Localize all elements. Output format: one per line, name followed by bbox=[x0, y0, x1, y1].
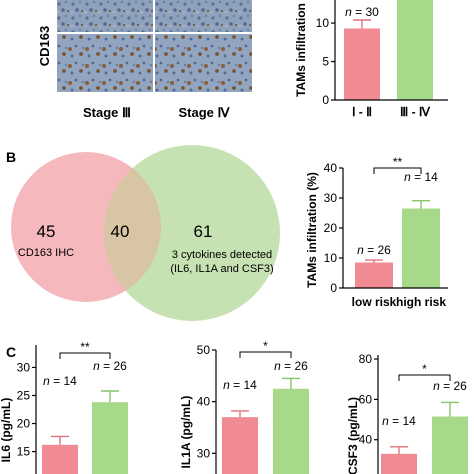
ihc-row-label: CD163 bbox=[37, 26, 52, 66]
significance-label-csf3: * bbox=[422, 362, 427, 376]
y-tick-label-tam-stage-5: 5 bbox=[322, 55, 329, 69]
chart-il6: 15 20 25 30 IL6 (pg/mL) n = 14 n = 26** bbox=[0, 340, 128, 474]
y-tick-label-tam-risk-30: 30 bbox=[324, 191, 338, 205]
y-tick-label-tam-risk-40: 40 bbox=[324, 161, 338, 175]
y-tick-label-il6-20: 20 bbox=[17, 417, 31, 431]
chart-tam-by-stage: 0 5 10 TAMs infiltration Ⅰ - Ⅱ Ⅲ - Ⅳ n = 30 bbox=[294, 0, 448, 119]
venn-overlap-count: 40 bbox=[111, 222, 130, 241]
y-tick-label-tam-stage-10: 10 bbox=[316, 16, 330, 30]
ihc-col-label-stage3: Stage Ⅲ bbox=[83, 105, 131, 120]
ihc-images bbox=[57, 0, 252, 92]
y-axis-label-tam-stage: TAMs infiltration bbox=[294, 3, 308, 97]
y-tick-label-tam-risk-10: 10 bbox=[324, 251, 338, 265]
venn-diagram: 45 CD163 IHC 40 61 3 cytokines detected … bbox=[11, 145, 280, 321]
venn-left-label: CD163 IHC bbox=[18, 247, 74, 259]
chart-il1a: 30 40 50 IL1A (pg/mL) n = 14 n = 26 * bbox=[179, 339, 309, 474]
n-label-tam-stage-0: n = 30 bbox=[345, 5, 379, 19]
ihc-image-stage4 bbox=[155, 34, 252, 92]
y-tick-label-tam-stage-0: 0 bbox=[322, 93, 329, 107]
n-label-il1a-1: n = 26 bbox=[274, 359, 308, 373]
y-tick-label-il1a-40: 40 bbox=[197, 395, 211, 409]
y-tick-label-csf3-60: 60 bbox=[359, 392, 373, 406]
bar-il6-1 bbox=[92, 402, 128, 474]
n-label-csf3-0: n = 14 bbox=[382, 414, 416, 428]
bar-tam-risk-1 bbox=[402, 208, 440, 288]
n-label-il6-1: n = 26 bbox=[93, 359, 127, 373]
n-label-il6-0: n = 14 bbox=[43, 374, 77, 388]
significance-label-il6: ** bbox=[80, 340, 90, 354]
bar-tam-risk-0 bbox=[355, 262, 393, 288]
significance-label-tam-risk: ** bbox=[393, 155, 403, 169]
venn-right-count: 61 bbox=[194, 222, 213, 241]
ihc-col-label-stage4: Stage Ⅳ bbox=[178, 105, 230, 120]
ihc-image-stage3-top bbox=[57, 0, 153, 32]
y-tick-label-csf3-80: 80 bbox=[359, 352, 373, 366]
significance-label-il1a: * bbox=[263, 339, 268, 353]
bar-il1a-1 bbox=[273, 388, 309, 474]
y-tick-label-il6-30: 30 bbox=[17, 360, 31, 374]
chart-tam-by-risk: 0 10 20 30 40 TAMs infiltration (%) low risk hi… bbox=[305, 155, 448, 309]
bar-csf3-1 bbox=[432, 416, 468, 474]
n-label-tam-risk-1: n = 14 bbox=[404, 170, 438, 184]
panel-label-b: B bbox=[6, 149, 16, 165]
bar-il6-0 bbox=[42, 444, 78, 474]
category-label-tam-stage-0: Ⅰ - Ⅱ bbox=[352, 105, 372, 119]
venn-left-count: 45 bbox=[37, 222, 56, 241]
ihc-image-stage3 bbox=[57, 34, 153, 92]
y-tick-label-tam-risk-0: 0 bbox=[330, 281, 337, 295]
y-tick-label-il6-15: 15 bbox=[17, 445, 31, 459]
bar-tam-stage-1 bbox=[397, 0, 433, 100]
chart-csf3: 40 60 80 CSF3 (pg/mL) n = 14 n = 26 * bbox=[346, 352, 468, 474]
y-axis-label-csf3: CSF3 (pg/mL) bbox=[346, 397, 360, 474]
y-tick-label-il1a-50: 50 bbox=[197, 343, 211, 357]
y-axis-label-il6: IL6 (pg/mL) bbox=[0, 398, 13, 463]
category-label-tam-risk-1: high risk bbox=[396, 295, 446, 309]
panel-label-c: C bbox=[6, 344, 16, 360]
bar-il1a-0 bbox=[222, 417, 258, 474]
significance-bracket-tam-risk bbox=[373, 167, 422, 174]
significance-bracket-il1a bbox=[239, 351, 292, 358]
category-label-tam-risk-0: low risk bbox=[352, 295, 397, 309]
y-axis-label-il1a: IL1A (pg/mL) bbox=[179, 396, 193, 469]
y-tick-label-il1a-30: 30 bbox=[197, 446, 211, 460]
ihc-image-stage4-top bbox=[155, 0, 252, 32]
n-label-csf3-1: n = 26 bbox=[433, 379, 467, 393]
bar-tam-stage-0 bbox=[344, 28, 380, 100]
significance-bracket-il6 bbox=[59, 352, 111, 359]
venn-right-label-1: 3 cytokines detected bbox=[172, 249, 272, 261]
significance-bracket-csf3 bbox=[398, 374, 451, 381]
n-label-il1a-0: n = 14 bbox=[223, 378, 257, 392]
y-tick-label-il6-25: 25 bbox=[17, 388, 31, 402]
bar-csf3-0 bbox=[381, 453, 417, 474]
y-tick-label-csf3-40: 40 bbox=[359, 433, 373, 447]
y-tick-label-tam-risk-20: 20 bbox=[324, 221, 338, 235]
n-label-tam-risk-0: n = 26 bbox=[357, 243, 391, 257]
y-axis-label-tam-risk: TAMs infiltration (%) bbox=[305, 172, 319, 288]
venn-right-label-2: (IL6, IL1A and CSF3) bbox=[170, 263, 273, 275]
category-label-tam-stage-1: Ⅲ - Ⅳ bbox=[400, 105, 431, 119]
